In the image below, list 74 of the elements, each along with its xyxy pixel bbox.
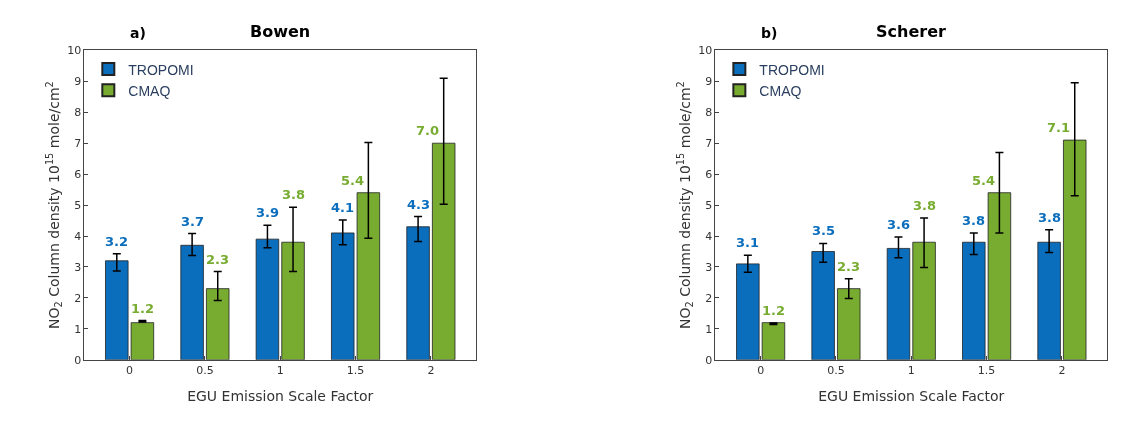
y-tick-label: 7 [74,137,82,151]
y-tick-label: 5 [74,198,82,212]
y-tick-label: 10 [67,44,82,58]
y-tick-label: 2 [74,291,82,305]
y-tick-label: 6 [74,168,82,181]
data-label: 3.5 [812,223,836,238]
x-tick-label: 1 [907,364,915,377]
y-tick-label: 9 [705,75,713,89]
data-label: 4.1 [331,200,355,215]
y-tick-label: 8 [705,106,713,120]
x-tick-label: 0 [757,364,765,377]
x-axis-title: EGU Emission Scale Factor [818,388,1005,405]
text: a) [130,25,146,41]
data-label: 3.2 [105,234,129,249]
y-tick-label: 7 [705,137,713,151]
bar [1037,241,1061,360]
data-label: 5.4 [972,173,996,188]
data-label: 3.6 [887,217,911,232]
y-tick-label: 1 [74,322,82,336]
x-tick-label: 0.5 [827,364,845,377]
legend-label: CMAQ [128,82,171,99]
data-label: 3.8 [282,187,306,202]
chart-title: Bowen [250,22,311,41]
bar [1063,139,1087,360]
data-label: 7.1 [1047,120,1071,135]
y-tick-label: 3 [74,260,82,274]
data-label: 7.0 [416,123,440,138]
y-tick-label: 5 [705,198,713,212]
y-tick-label: 10 [698,44,713,58]
data-label: 5.4 [341,173,365,188]
bar [811,251,835,360]
bar [406,226,430,360]
data-label: 3.7 [181,214,205,229]
legend-label: TROPOMI [759,61,825,78]
bar [912,241,936,360]
text: b) [761,25,778,41]
bar [837,288,861,360]
bar [206,288,230,360]
x-tick-label: 1.5 [977,364,996,377]
legend-label: CMAQ [759,82,802,99]
y-tick-label: 2 [705,291,713,305]
x-tick-label: 1 [276,364,284,377]
data-label: 1.2 [131,301,155,316]
y-tick-label: 9 [74,75,82,89]
bar [886,248,911,360]
x-tick-label: 1.5 [346,364,365,377]
x-axis-title: EGU Emission Scale Factor [187,388,374,405]
data-label: 3.1 [736,235,760,250]
y-tick-label: 6 [705,168,713,181]
y-tick-label: 0 [705,353,713,367]
data-label: 3.8 [962,213,986,228]
data-label: 3.8 [913,198,937,213]
y-tick-label: 1 [705,322,713,336]
x-tick-label: 0.5 [196,364,214,377]
y-tick-label: 8 [74,106,82,120]
data-label: 1.2 [762,303,786,318]
data-label: 3.9 [256,205,280,220]
x-tick-label: 2 [1058,364,1066,377]
y-tick-label: 0 [74,353,82,367]
data-label: 4.3 [407,197,431,212]
legend-label: TROPOMI [128,61,194,78]
bar [431,142,456,360]
data-label: 3.8 [1038,210,1062,225]
data-label: 2.3 [206,252,230,267]
bar [180,244,204,360]
x-tick-label: 2 [427,364,435,377]
y-tick-label: 4 [705,229,713,243]
bar [255,238,280,360]
data-label: 2.3 [837,259,861,274]
y-tick-label: 4 [74,229,82,243]
y-tick-label: 3 [705,260,713,274]
bar [281,241,305,360]
chart-title: Scherer [876,22,946,41]
x-tick-label: 0 [126,364,134,377]
